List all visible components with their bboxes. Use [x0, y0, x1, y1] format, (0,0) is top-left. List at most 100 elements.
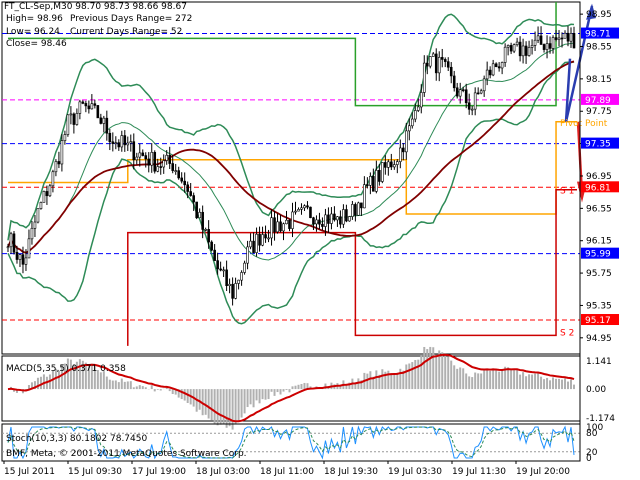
candle-body — [393, 164, 396, 168]
price-tag-label: 98.71 — [585, 30, 611, 40]
candle-body — [425, 62, 429, 67]
candle-body — [422, 62, 426, 93]
candle-body — [15, 251, 19, 260]
candle-body — [413, 110, 417, 120]
price-tick-label: 96.95 — [586, 172, 612, 182]
candle-body — [177, 170, 180, 179]
candle-body — [482, 78, 486, 92]
candle-body — [434, 53, 438, 74]
candle-body — [33, 221, 37, 229]
candle-body — [279, 221, 282, 232]
candle-body — [348, 216, 351, 222]
level-label-0: Pivot Point — [560, 119, 608, 129]
copyright-label: BMF, Meta, © 2001-2011 MetaQuotes Softwa… — [6, 449, 247, 459]
candle-body — [488, 69, 492, 76]
candle-body — [452, 75, 456, 89]
candle-body — [24, 257, 28, 265]
bollinger-lower — [7, 61, 575, 325]
candle-body — [267, 237, 270, 240]
candle-body — [399, 147, 402, 162]
candle-body — [84, 103, 88, 107]
candle-body — [213, 249, 216, 261]
candle-body — [63, 134, 67, 141]
price-tick-label: 96.15 — [586, 237, 612, 247]
candle-body — [404, 130, 408, 153]
candle-body — [294, 210, 297, 213]
candle-body — [303, 205, 306, 209]
candle-body — [419, 92, 423, 108]
candle-body — [569, 33, 573, 42]
candle-body — [512, 44, 516, 52]
candle-body — [345, 209, 348, 222]
candle-body — [557, 37, 561, 40]
candle-body — [174, 170, 178, 172]
candle-body — [566, 32, 570, 42]
price-tag-0 — [581, 27, 619, 39]
macd-tick-label: 0.00 — [586, 385, 606, 395]
candle-body — [491, 63, 495, 76]
candle-body — [60, 140, 64, 165]
candle-body — [563, 32, 567, 39]
time-tick-label: 18 Jul 11:00 — [260, 467, 314, 477]
candle-body — [225, 269, 228, 286]
candle-body — [506, 45, 510, 48]
candle-body — [108, 132, 112, 143]
stoch-tick-label: 100 — [586, 423, 603, 433]
candle-body — [366, 184, 369, 186]
price-tag-4 — [581, 247, 619, 259]
time-tick-label: 19 Jul 11:30 — [452, 467, 506, 477]
candle-body — [416, 106, 420, 111]
candle-body — [27, 238, 31, 259]
time-tick-label: 19 Jul 20:00 — [516, 467, 570, 477]
candle-body — [87, 105, 91, 110]
candle-body — [231, 283, 234, 299]
candle-body — [330, 213, 333, 224]
arrow-up-line — [564, 5, 594, 123]
candle-body — [291, 211, 294, 229]
candle-body — [324, 214, 327, 227]
candle-body — [222, 269, 225, 272]
candle-body — [357, 202, 360, 216]
candle-body — [470, 108, 474, 111]
candle-body — [384, 162, 387, 168]
candle-body — [315, 219, 318, 225]
candle-body — [270, 217, 273, 239]
candle-body — [156, 166, 160, 172]
price-tick-label: 98.95 — [586, 10, 612, 20]
candle-body — [372, 176, 375, 192]
candle-body — [219, 268, 222, 271]
candle-body — [297, 209, 300, 212]
symbol-line: FT_CL-Sep,M30 98.70 98.73 98.66 98.67 — [4, 2, 187, 12]
candle-body — [162, 160, 166, 168]
candle-body — [51, 171, 55, 187]
level-label-2: S 2 — [560, 328, 574, 338]
candle-body — [195, 201, 198, 219]
candle-body — [201, 211, 204, 230]
price-tag-label: 97.35 — [585, 140, 611, 150]
candle-body — [117, 142, 121, 148]
candle-body — [428, 56, 432, 67]
candle-body — [54, 161, 58, 173]
price-tag-3 — [581, 181, 619, 193]
price-pane: Pivot Point S 1 S 2 — [1, 1, 608, 355]
candle-body — [252, 240, 255, 253]
candle-body — [216, 260, 219, 270]
curr-range-label: Current Days Range= 52 — [70, 27, 183, 37]
candle-body — [114, 142, 118, 144]
candle-body — [545, 43, 549, 50]
candle-body — [479, 90, 483, 94]
stoch-tick-label: 80 — [586, 429, 598, 439]
time-axis: 15 Jul 2011 15 Jul 09:30 17 Jul 19:00 18 Ju… — [3, 461, 570, 477]
candle-body — [318, 219, 321, 225]
candle-body — [548, 43, 552, 49]
candle-body — [198, 211, 201, 219]
candle-body — [99, 117, 103, 124]
candle-body — [309, 206, 312, 219]
candle-body — [521, 45, 525, 57]
candle-body — [21, 254, 25, 265]
candle-body — [321, 223, 324, 227]
candle-body — [141, 152, 145, 156]
candle-body — [126, 142, 130, 146]
candle-body — [503, 46, 507, 63]
